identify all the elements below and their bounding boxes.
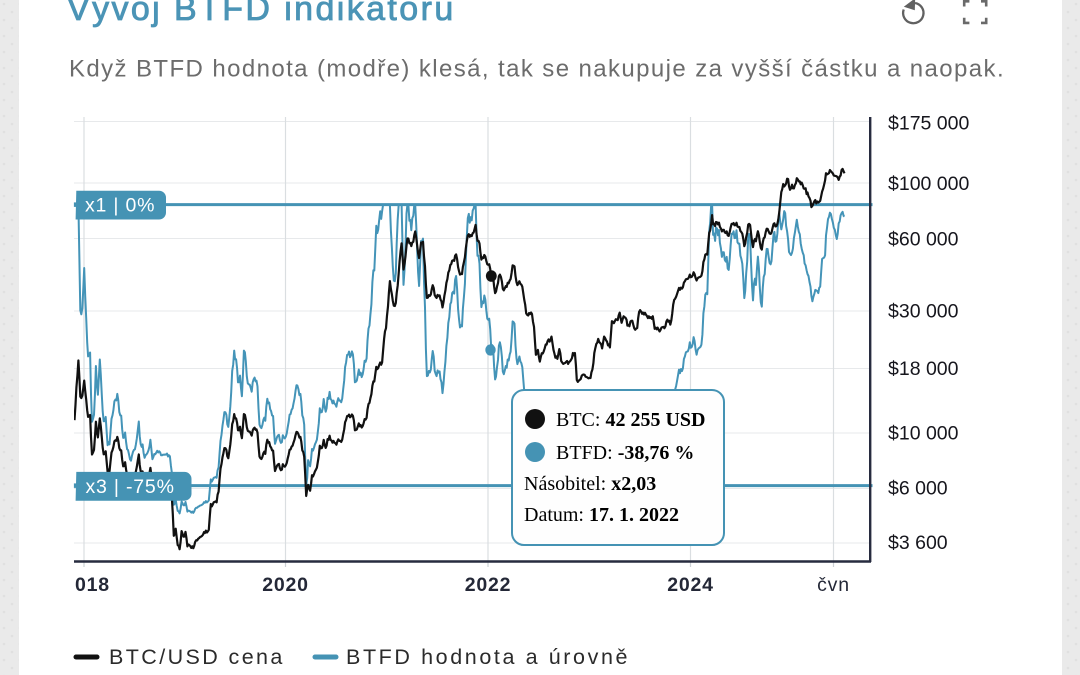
svg-text:BTFD hodnota a úrovně: BTFD hodnota a úrovně bbox=[346, 645, 630, 669]
svg-text:$10 000: $10 000 bbox=[888, 423, 959, 445]
svg-text:2020: 2020 bbox=[262, 574, 309, 596]
svg-text:$18 000: $18 000 bbox=[888, 358, 959, 380]
svg-text:Když BTFD hodnota (modře) kles: Když BTFD hodnota (modře) klesá, tak se … bbox=[69, 56, 1005, 83]
svg-text:Násobitel: x2,03: Násobitel: x2,03 bbox=[524, 473, 656, 495]
svg-text:BTC: 42 255 USD: BTC: 42 255 USD bbox=[556, 409, 705, 431]
svg-text:2022: 2022 bbox=[465, 574, 512, 596]
svg-text:$3 600: $3 600 bbox=[888, 532, 948, 554]
svg-text:$6 000: $6 000 bbox=[888, 478, 948, 500]
svg-text:x3 | -75%: x3 | -75% bbox=[86, 476, 175, 498]
svg-text:$60 000: $60 000 bbox=[888, 229, 959, 251]
svg-text:BTC/USD cena: BTC/USD cena bbox=[109, 645, 285, 669]
svg-text:x1 | 0%: x1 | 0% bbox=[85, 195, 155, 217]
svg-text:2024: 2024 bbox=[667, 574, 714, 596]
svg-text:$100 000: $100 000 bbox=[888, 173, 969, 195]
svg-text:018: 018 bbox=[75, 574, 110, 596]
svg-text:$30 000: $30 000 bbox=[888, 301, 959, 323]
svg-text:Datum: 17. 1. 2022: Datum: 17. 1. 2022 bbox=[524, 504, 679, 526]
svg-text:čvn: čvn bbox=[817, 574, 850, 596]
svg-text:Vývoj BTFD indikátoru: Vývoj BTFD indikátoru bbox=[67, 0, 456, 28]
svg-text:BTFD: -38,76 %: BTFD: -38,76 % bbox=[556, 442, 694, 464]
svg-text:$175 000: $175 000 bbox=[888, 113, 969, 135]
